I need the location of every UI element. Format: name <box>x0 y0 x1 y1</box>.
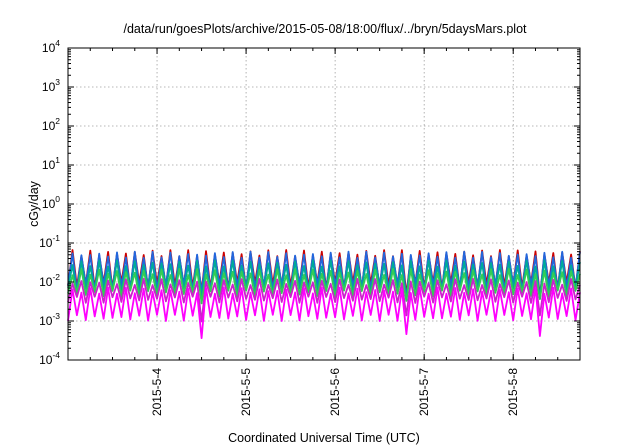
y-axis: 10-4 10-3 10-2 10-1 100 101 102 103 104 <box>39 38 580 367</box>
y-tick-label: 10-4 <box>39 350 60 367</box>
y-tick-label: 104 <box>42 38 60 55</box>
x-tick-label: 2015-5-7 <box>417 368 431 416</box>
y-tick-label: 103 <box>42 77 60 94</box>
y-axis-label: cGy/day <box>27 180 41 227</box>
y-tick-label: 100 <box>42 194 60 211</box>
x-axis-label: Coordinated Universal Time (UTC) <box>228 431 420 445</box>
x-tick-label: 2015-5-8 <box>506 368 520 416</box>
x-axis: 2015-5-4 2015-5-5 2015-5-6 2015-5-7 2015-5-8 <box>67 48 581 416</box>
y-tick-label: 101 <box>42 155 60 172</box>
x-tick-label: 2015-5-4 <box>150 368 164 416</box>
series-line <box>67 259 581 302</box>
y-tick-label: 10-2 <box>39 272 60 289</box>
x-tick-label: 2015-5-6 <box>328 368 342 416</box>
series-line <box>67 267 581 305</box>
y-tick-label: 102 <box>42 116 60 133</box>
series-line <box>67 277 581 323</box>
series-lines <box>67 249 581 340</box>
y-tick-label: 10-1 <box>39 233 60 250</box>
y-tick-label: 10-3 <box>39 311 60 328</box>
x-tick-label: 2015-5-5 <box>239 368 253 416</box>
chart-title: /data/run/goesPlots/archive/2015-05-08/1… <box>123 22 527 36</box>
series-line <box>67 286 581 340</box>
